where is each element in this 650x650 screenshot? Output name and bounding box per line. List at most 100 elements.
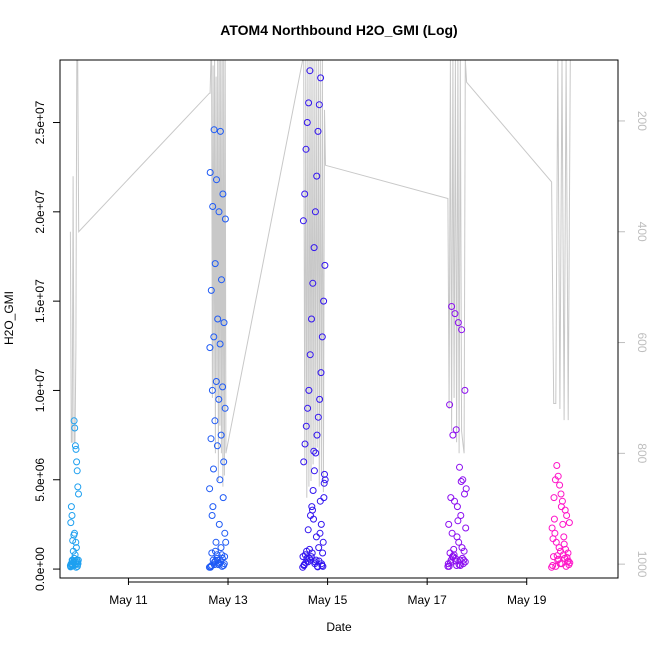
data-point — [458, 326, 466, 334]
data-point — [458, 554, 466, 562]
data-point — [219, 494, 227, 502]
data-point — [458, 544, 466, 552]
data-point — [560, 540, 568, 548]
data-point — [309, 487, 317, 494]
data-point — [450, 551, 458, 559]
pressure-lines — [69, 60, 571, 498]
right-tick-label: 600 — [635, 332, 649, 352]
data-point — [71, 424, 79, 432]
data-point — [310, 515, 317, 523]
data-point — [299, 217, 307, 225]
data-point — [68, 560, 76, 568]
data-point — [553, 462, 561, 469]
data-point — [215, 395, 223, 403]
data-point — [303, 119, 311, 126]
data-point — [448, 529, 456, 537]
data-point — [446, 401, 454, 409]
data-point — [553, 552, 561, 560]
data-point — [315, 544, 323, 552]
data-point — [220, 458, 228, 466]
data-point — [300, 458, 308, 466]
data-point — [314, 413, 322, 421]
data-point — [309, 279, 317, 287]
data-point — [73, 467, 81, 475]
data-point — [75, 490, 82, 498]
data-point — [550, 515, 558, 523]
data-point — [451, 497, 458, 505]
data-point — [211, 417, 219, 425]
data-point — [321, 470, 328, 478]
data-point — [317, 74, 325, 82]
y-tick-label: 5.0e+06 — [33, 458, 47, 502]
y-axis-label: H2O_GMI — [2, 291, 16, 345]
data-point — [221, 553, 229, 561]
data-point — [565, 519, 573, 527]
x-axis-label: Date — [326, 620, 352, 634]
data-point — [210, 561, 218, 569]
data-point — [221, 404, 229, 412]
data-point — [451, 310, 459, 318]
data-point — [459, 476, 467, 484]
data-point — [69, 561, 77, 569]
data-point — [219, 190, 227, 198]
data-point — [554, 556, 562, 564]
data-point — [313, 172, 321, 180]
x-tick-label: May 15 — [308, 593, 348, 607]
y-tick-label: 2.5e+07 — [33, 100, 47, 144]
data-point — [548, 524, 556, 532]
data-point — [304, 526, 312, 534]
pressure-series-line — [69, 60, 571, 498]
data-point — [447, 494, 455, 502]
data-point — [218, 276, 225, 284]
data-point — [69, 547, 77, 555]
data-point — [217, 431, 225, 439]
data-point — [74, 483, 82, 491]
data-point — [454, 319, 462, 327]
right-tick-label: 1000 — [635, 551, 649, 578]
data-point — [216, 127, 224, 135]
chart-title: ATOM4 Northbound H2O_GMI (Log) — [220, 22, 457, 38]
data-point — [304, 404, 312, 412]
data-point — [206, 485, 214, 493]
y-tick-label: 1.5e+07 — [33, 279, 47, 323]
data-point — [309, 506, 316, 514]
data-point — [212, 538, 220, 546]
data-point — [460, 556, 468, 564]
x-tick-label: May 17 — [407, 593, 447, 607]
data-point — [312, 533, 320, 541]
data-point — [302, 145, 310, 153]
data-point — [70, 417, 78, 425]
data-point — [560, 533, 568, 541]
data-point — [319, 538, 327, 546]
data-point — [206, 344, 214, 352]
data-point — [564, 557, 572, 565]
data-point — [218, 562, 226, 570]
data-point — [462, 524, 470, 532]
data-point — [449, 553, 456, 561]
data-point — [564, 549, 572, 557]
data-point — [313, 431, 321, 439]
axes: May 11 May 13 May 15 May 17 May 19 0.0e+00 5.0… — [33, 100, 649, 607]
data-point — [305, 386, 313, 394]
data-point — [306, 67, 314, 75]
right-tick-label: 400 — [635, 222, 649, 242]
data-point — [556, 481, 564, 489]
data-point — [308, 549, 316, 557]
data-point — [222, 538, 230, 546]
data-point — [321, 261, 329, 269]
data-point — [461, 386, 469, 394]
data-point — [311, 208, 319, 216]
data-point — [447, 556, 455, 564]
data-point — [208, 512, 216, 519]
data-point — [320, 494, 328, 502]
data-point — [206, 169, 214, 176]
data-point — [307, 556, 315, 564]
data-point — [461, 490, 468, 498]
data-point — [456, 562, 464, 569]
data-point — [215, 208, 223, 216]
data-point — [557, 503, 565, 511]
data-point — [320, 479, 328, 487]
data-point — [302, 422, 310, 430]
data-point — [207, 435, 215, 443]
